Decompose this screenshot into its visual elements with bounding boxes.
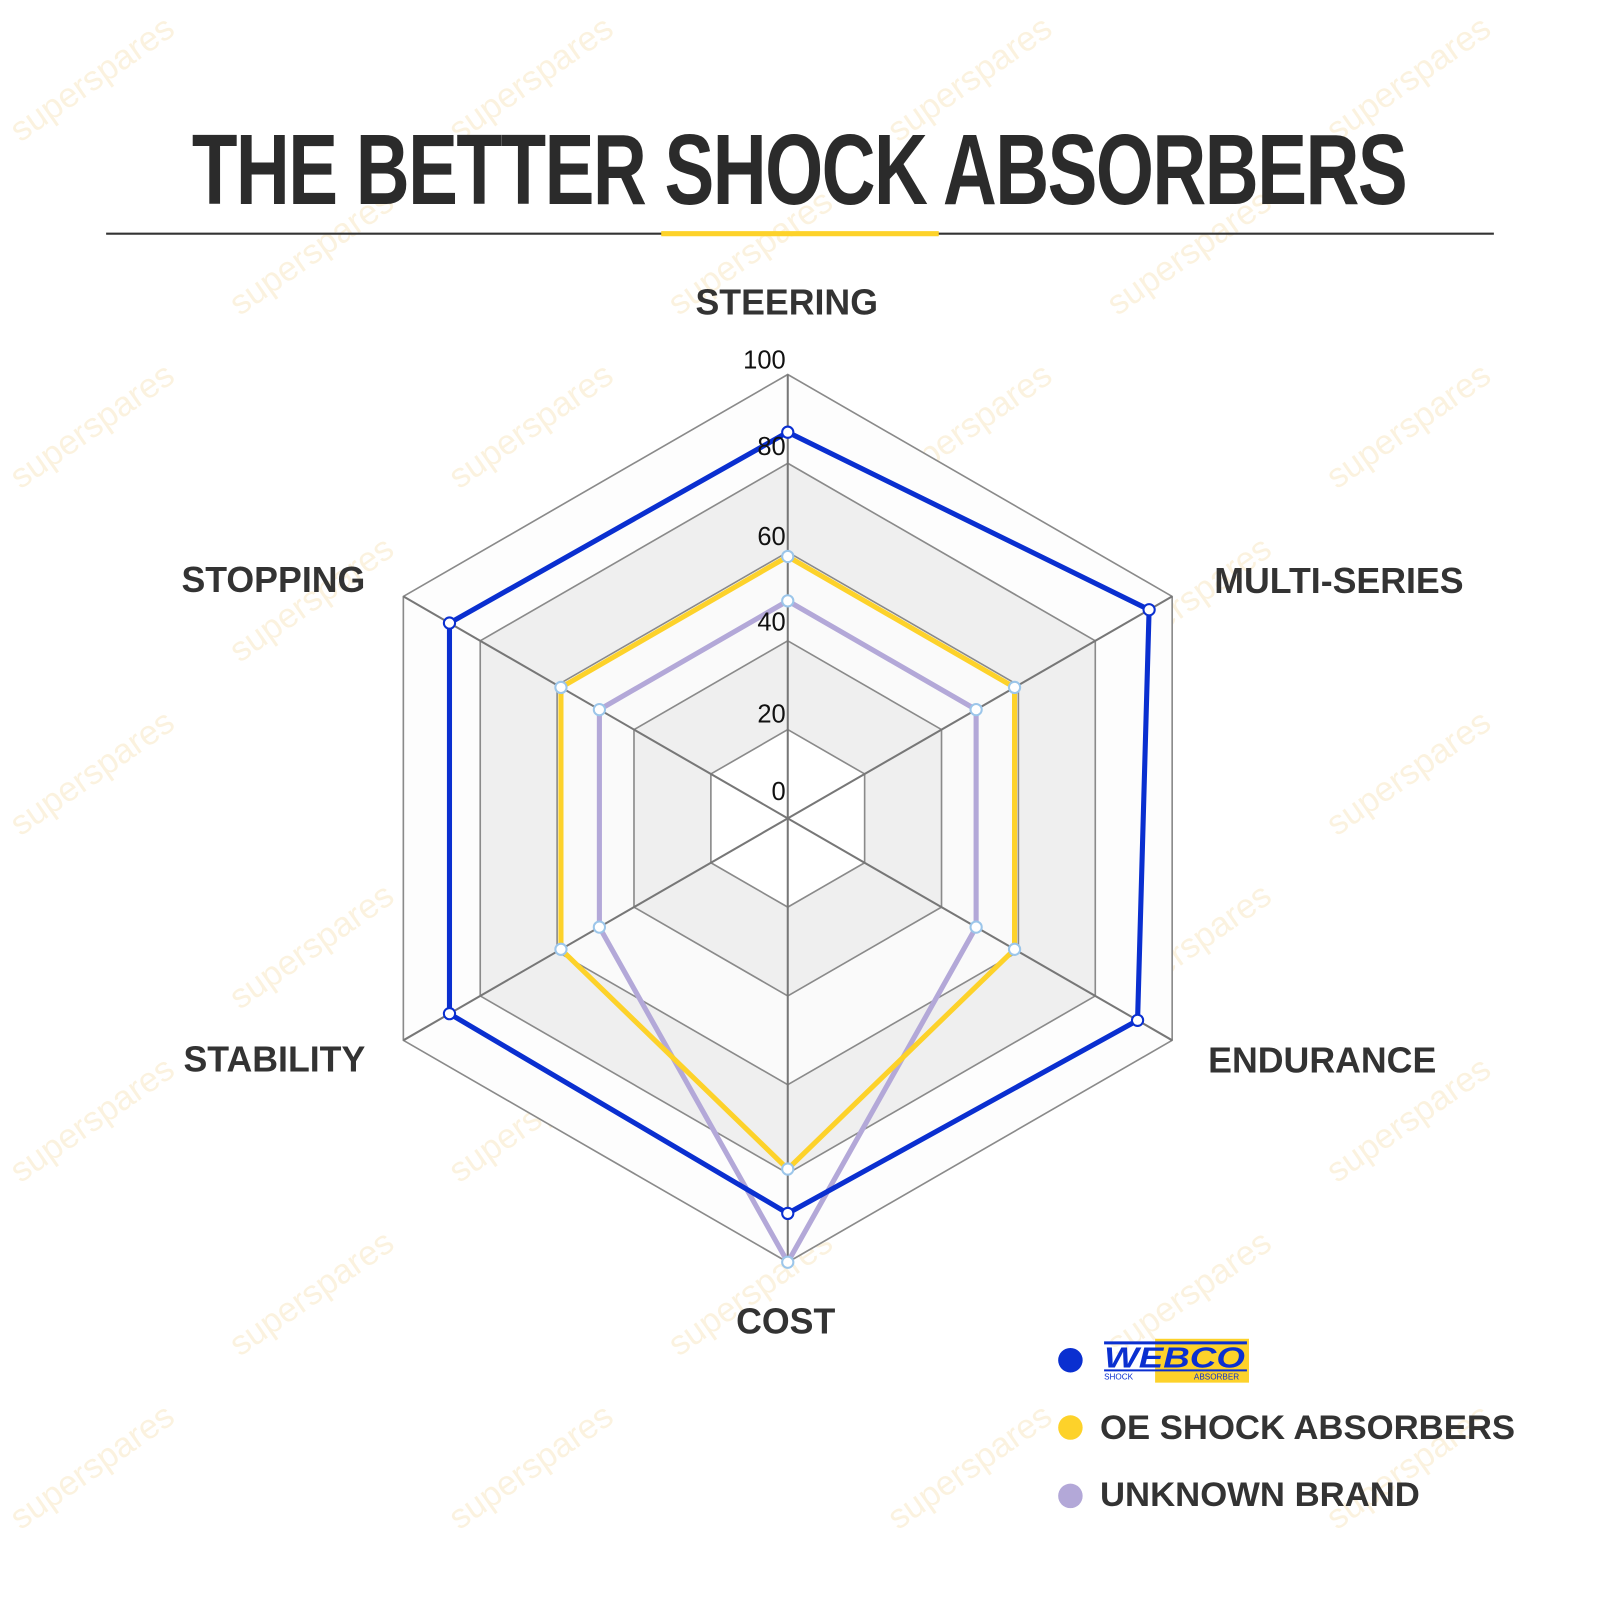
watermark-text: superspares bbox=[1320, 703, 1498, 844]
radar-series bbox=[442, 425, 1156, 1269]
tick-label: 20 bbox=[757, 700, 785, 728]
axis-label-stability: STABILITY bbox=[183, 1039, 365, 1079]
watermark-text: superspares bbox=[3, 356, 181, 497]
data-point bbox=[781, 594, 795, 608]
watermark-text: superspares bbox=[442, 1397, 620, 1538]
tick-label: 0 bbox=[772, 778, 786, 806]
svg-text:WEBCO: WEBCO bbox=[1104, 1342, 1245, 1374]
axis-label-multi-series: MULTI-SERIES bbox=[1214, 561, 1463, 601]
data-point bbox=[1007, 680, 1022, 695]
data-point bbox=[554, 942, 568, 956]
tick-label: 80 bbox=[757, 433, 785, 461]
legend-marker bbox=[1058, 1347, 1083, 1373]
data-point bbox=[781, 1206, 795, 1221]
svg-text:SHOCK: SHOCK bbox=[1104, 1373, 1134, 1382]
watermark-text: superspares bbox=[1320, 356, 1498, 497]
axis-label-steering: STEERING bbox=[695, 282, 878, 322]
legend-item-webco: WEBCO SHOCK ABSORBER bbox=[1058, 1338, 1249, 1383]
tick-label: 40 bbox=[757, 609, 785, 637]
radar-grid bbox=[402, 373, 1173, 1264]
axis-label-endurance: ENDURANCE bbox=[1208, 1040, 1436, 1080]
radial-ticks: 0 20 40 60 80 100 bbox=[743, 346, 786, 806]
data-point bbox=[969, 920, 983, 934]
watermark-text: superspares bbox=[3, 1050, 181, 1191]
tick-label: 60 bbox=[757, 523, 785, 551]
data-point bbox=[781, 549, 795, 564]
data-point bbox=[781, 425, 795, 439]
watermark-text: superspares bbox=[881, 1397, 1059, 1538]
watermark-text: superspares bbox=[3, 1397, 181, 1538]
webco-logo: WEBCO SHOCK ABSORBER bbox=[1104, 1338, 1249, 1383]
legend-item-unknown: UNKNOWN BRAND bbox=[1058, 1476, 1420, 1514]
legend-marker bbox=[1058, 1483, 1083, 1509]
data-point bbox=[1142, 603, 1156, 617]
watermark-text: superspares bbox=[3, 9, 181, 150]
legend-marker bbox=[1058, 1415, 1083, 1440]
data-point bbox=[781, 1255, 795, 1269]
legend-label: OE SHOCK ABSORBERS bbox=[1100, 1409, 1515, 1447]
data-point bbox=[554, 680, 568, 695]
axis-labels: STEERING MULTI-SERIES ENDURANCE COST STA… bbox=[181, 282, 1463, 1341]
data-point bbox=[592, 920, 607, 934]
data-point bbox=[1007, 942, 1022, 956]
tick-label: 100 bbox=[743, 346, 786, 374]
data-point bbox=[969, 702, 983, 717]
axis-label-stopping: STOPPING bbox=[181, 560, 365, 600]
data-point bbox=[1130, 1013, 1145, 1027]
data-point bbox=[442, 616, 457, 630]
data-point bbox=[781, 1162, 795, 1176]
svg-text:ABSORBER: ABSORBER bbox=[1194, 1373, 1239, 1382]
axis-label-cost: COST bbox=[736, 1302, 835, 1342]
watermark-text: superspares bbox=[442, 356, 620, 497]
watermark-text: superspares bbox=[3, 703, 181, 844]
legend: WEBCO SHOCK ABSORBER OE SHOCK ABSORBERS … bbox=[1058, 1338, 1515, 1514]
data-point bbox=[592, 702, 607, 717]
legend-label: UNKNOWN BRAND bbox=[1100, 1476, 1420, 1514]
watermark-text: superspares bbox=[223, 876, 401, 1017]
data-point bbox=[442, 1007, 457, 1021]
legend-item-oe: OE SHOCK ABSORBERS bbox=[1058, 1409, 1515, 1447]
chart-title: THE BETTER SHOCK ABSORBERS bbox=[192, 114, 1406, 226]
watermark-text: superspares bbox=[223, 1223, 401, 1364]
